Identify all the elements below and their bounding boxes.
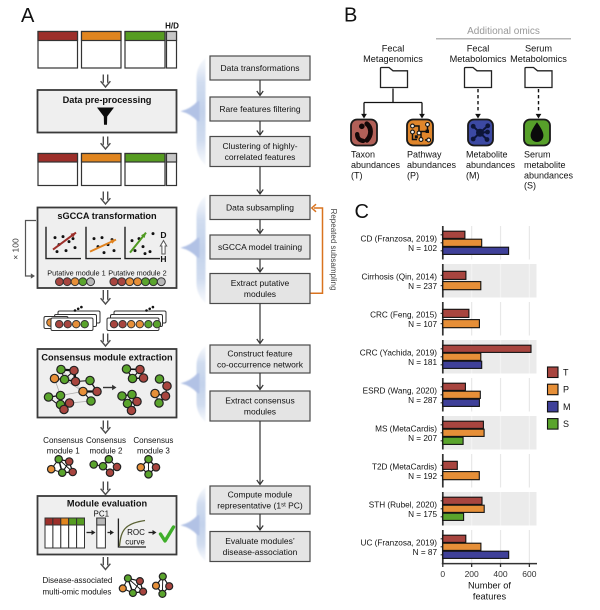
svg-text:abundances: abundances	[524, 170, 574, 180]
svg-text:Fecal: Fecal	[467, 44, 489, 54]
svg-text:Putative module 2: Putative module 2	[108, 269, 166, 278]
svg-text:Metabolomics: Metabolomics	[450, 54, 507, 64]
svg-text:metabolite: metabolite	[524, 160, 566, 170]
svg-text:400: 400	[493, 569, 507, 579]
svg-text:UC (Franzosa, 2019): UC (Franzosa, 2019)	[361, 539, 438, 548]
svg-text:S: S	[563, 419, 569, 429]
svg-text:N = 87: N = 87	[413, 548, 438, 557]
svg-text:Serum: Serum	[525, 44, 552, 54]
svg-text:× 100: × 100	[11, 238, 21, 260]
svg-text:Fecal: Fecal	[382, 44, 404, 54]
svg-text:N = 207: N = 207	[408, 434, 437, 443]
svg-text:Serum: Serum	[524, 150, 551, 160]
svg-text:disease-association: disease-association	[223, 547, 298, 557]
svg-text:CRC (Feng, 2015): CRC (Feng, 2015)	[370, 311, 437, 320]
svg-text:Consensus: Consensus	[43, 436, 83, 445]
svg-text:sGCCA model training: sGCCA model training	[218, 242, 302, 252]
svg-text:Rare features filtering: Rare features filtering	[219, 104, 301, 114]
svg-text:N = 107: N = 107	[408, 320, 437, 329]
svg-text:Metabolite: Metabolite	[466, 150, 508, 160]
svg-text:Taxon: Taxon	[351, 150, 375, 160]
svg-text:Data pre-processing: Data pre-processing	[63, 95, 152, 105]
svg-text:T2D (MetaCardis): T2D (MetaCardis)	[372, 463, 437, 472]
svg-text:D: D	[160, 230, 166, 240]
svg-text:N = 237: N = 237	[408, 282, 437, 291]
svg-text:Compute module: Compute module	[228, 490, 293, 500]
svg-text:600: 600	[522, 569, 536, 579]
svg-text:PC1: PC1	[94, 510, 110, 519]
svg-text:(P): (P)	[407, 170, 419, 180]
svg-text:co-occurrence network: co-occurrence network	[217, 359, 304, 369]
svg-text:(M): (M)	[466, 170, 480, 180]
svg-text:N = 287: N = 287	[408, 396, 437, 405]
svg-text:CD (Franzosa, 2019): CD (Franzosa, 2019)	[361, 235, 438, 244]
svg-text:C: C	[355, 201, 369, 223]
svg-text:Clustering of highly-: Clustering of highly-	[222, 141, 297, 151]
svg-text:N = 181: N = 181	[408, 358, 437, 367]
svg-text:N = 192: N = 192	[408, 472, 437, 481]
svg-text:CRC (Yachida, 2019): CRC (Yachida, 2019)	[360, 349, 437, 358]
svg-text:Evaluate modules’: Evaluate modules’	[225, 536, 295, 546]
svg-text:modules: modules	[244, 289, 276, 299]
svg-text:abundances: abundances	[407, 160, 457, 170]
svg-text:Extract consensus: Extract consensus	[225, 396, 294, 406]
svg-text:sGCCA transformation: sGCCA transformation	[57, 211, 157, 221]
svg-text:Repeated subsampling: Repeated subsampling	[329, 209, 338, 291]
svg-text:B: B	[344, 5, 357, 27]
svg-text:STH (Rubel, 2020): STH (Rubel, 2020)	[369, 501, 438, 510]
svg-text:MS (MetaCardis): MS (MetaCardis)	[375, 425, 437, 434]
svg-text:0: 0	[440, 569, 445, 579]
svg-text:H/D: H/D	[165, 22, 179, 31]
svg-text:M: M	[563, 402, 571, 412]
svg-text:T: T	[563, 368, 569, 378]
svg-text:(T): (T)	[351, 170, 363, 180]
svg-text:(S): (S)	[524, 181, 536, 191]
svg-text:Construct feature: Construct feature	[227, 349, 292, 359]
svg-text:Cirrhosis (Qin, 2014): Cirrhosis (Qin, 2014)	[361, 273, 437, 282]
svg-text:A: A	[21, 5, 35, 27]
svg-text:Number of: Number of	[468, 581, 511, 591]
svg-text:correlated features: correlated features	[225, 152, 296, 162]
svg-text:Pathway: Pathway	[407, 150, 442, 160]
svg-text:Consensus: Consensus	[86, 436, 126, 445]
svg-text:module 1: module 1	[47, 447, 80, 456]
svg-text:representative (1st PC): representative (1st PC)	[217, 500, 303, 510]
svg-text:features: features	[473, 592, 507, 602]
svg-text:module 2: module 2	[90, 447, 123, 456]
svg-text:Disease-associated: Disease-associated	[43, 576, 113, 585]
svg-text:Additional omics: Additional omics	[467, 26, 540, 37]
svg-text:N = 175: N = 175	[408, 510, 437, 519]
svg-text:curve: curve	[125, 538, 145, 547]
svg-text:Putative module 1: Putative module 1	[47, 269, 105, 278]
svg-text:multi-omic modules: multi-omic modules	[43, 588, 112, 597]
svg-text:P: P	[563, 385, 569, 395]
svg-text:Extract putative: Extract putative	[231, 278, 290, 288]
svg-text:Consensus: Consensus	[133, 436, 173, 445]
svg-text:module 3: module 3	[137, 447, 170, 456]
svg-text:N = 102: N = 102	[408, 244, 437, 253]
svg-text:ROC: ROC	[127, 528, 145, 537]
svg-text:Data subsampling: Data subsampling	[226, 203, 294, 213]
svg-text:H: H	[160, 254, 166, 264]
svg-text:abundances: abundances	[466, 160, 516, 170]
svg-text:Module evaluation: Module evaluation	[67, 499, 148, 509]
svg-text:200: 200	[465, 569, 479, 579]
svg-text:Metagenomics: Metagenomics	[363, 54, 423, 64]
svg-text:Consensus module extraction: Consensus module extraction	[41, 353, 173, 363]
svg-text:Metabolomics: Metabolomics	[510, 54, 567, 64]
svg-text:ESRD (Wang, 2020): ESRD (Wang, 2020)	[363, 387, 438, 396]
svg-text:abundances: abundances	[351, 160, 401, 170]
svg-text:Data transformations: Data transformations	[221, 63, 300, 73]
svg-text:modules: modules	[244, 406, 276, 416]
